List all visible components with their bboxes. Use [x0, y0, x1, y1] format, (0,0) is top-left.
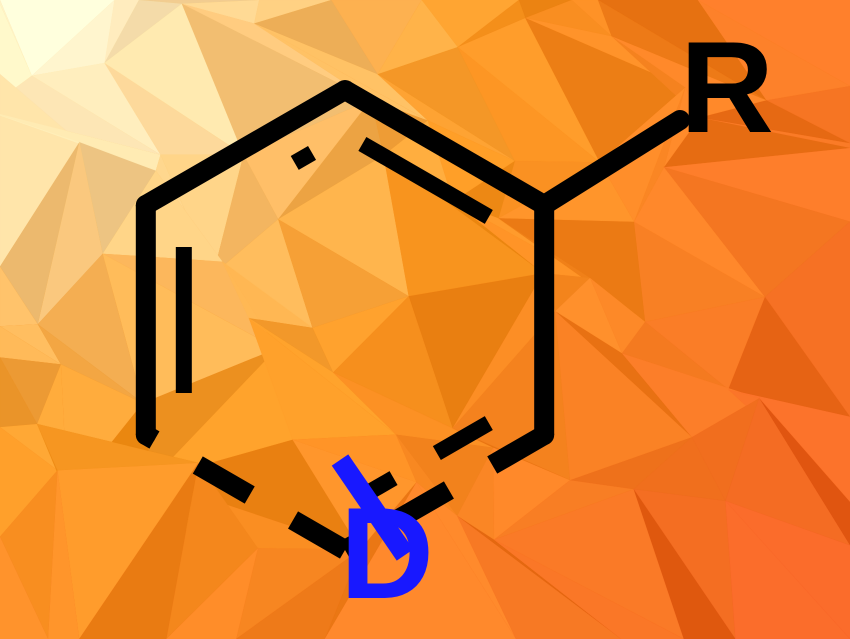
r-substituent-label: R: [680, 22, 774, 152]
diagram-canvas: R D: [0, 0, 850, 639]
d-deuterium-label: D: [340, 488, 434, 618]
